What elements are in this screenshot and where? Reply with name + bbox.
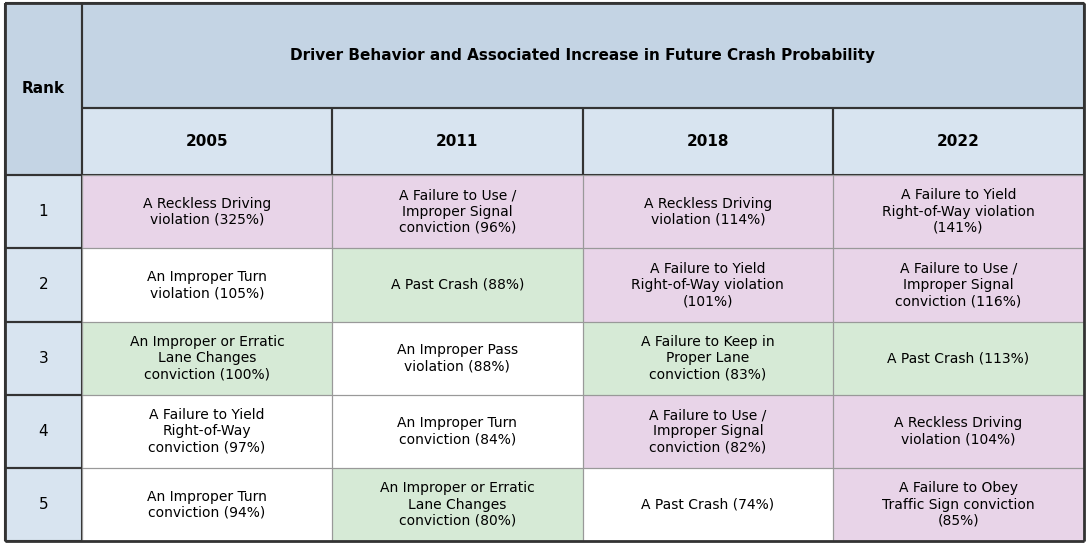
Bar: [583, 248, 833, 322]
Text: A Reckless Driving
violation (325%): A Reckless Driving violation (325%): [143, 196, 271, 227]
Bar: [583, 108, 833, 175]
Text: A Failure to Use /
Improper Signal
conviction (96%): A Failure to Use / Improper Signal convi…: [399, 188, 516, 235]
Bar: [82, 322, 332, 395]
Text: 2018: 2018: [686, 134, 730, 149]
Text: A Reckless Driving
violation (104%): A Reckless Driving violation (104%): [894, 416, 1023, 447]
Bar: [5, 3, 82, 175]
Text: A Past Crash (113%): A Past Crash (113%): [888, 351, 1029, 365]
Text: A Failure to Use /
Improper Signal
conviction (116%): A Failure to Use / Improper Signal convi…: [895, 262, 1021, 308]
Bar: [833, 108, 1084, 175]
Text: An Improper Turn
violation (105%): An Improper Turn violation (105%): [147, 270, 267, 300]
Bar: [82, 3, 1084, 108]
Bar: [833, 468, 1084, 541]
Bar: [82, 395, 332, 468]
Bar: [332, 468, 583, 541]
Text: A Failure to Yield
Right-of-Way violation
(101%): A Failure to Yield Right-of-Way violatio…: [632, 262, 784, 308]
Bar: [583, 175, 833, 248]
Bar: [5, 248, 82, 322]
Text: A Past Crash (74%): A Past Crash (74%): [641, 498, 774, 512]
Text: A Past Crash (88%): A Past Crash (88%): [391, 278, 524, 292]
Bar: [82, 175, 332, 248]
Text: An Improper Pass
violation (88%): An Improper Pass violation (88%): [396, 343, 518, 373]
Text: An Improper Turn
conviction (84%): An Improper Turn conviction (84%): [397, 416, 517, 447]
Bar: [332, 175, 583, 248]
Text: A Failure to Yield
Right-of-Way
conviction (97%): A Failure to Yield Right-of-Way convicti…: [148, 408, 266, 455]
Text: 5: 5: [39, 497, 48, 512]
Text: A Failure to Yield
Right-of-Way violation
(141%): A Failure to Yield Right-of-Way violatio…: [882, 188, 1035, 235]
Text: A Failure to Keep in
Proper Lane
conviction (83%): A Failure to Keep in Proper Lane convict…: [641, 335, 774, 381]
Bar: [82, 468, 332, 541]
Bar: [833, 395, 1084, 468]
Text: A Failure to Obey
Traffic Sign conviction
(85%): A Failure to Obey Traffic Sign convictio…: [882, 481, 1035, 528]
Bar: [5, 175, 82, 248]
Bar: [833, 175, 1084, 248]
Text: An Improper or Erratic
Lane Changes
conviction (80%): An Improper or Erratic Lane Changes conv…: [380, 481, 535, 528]
Bar: [332, 248, 583, 322]
Text: 1: 1: [39, 204, 48, 219]
Bar: [833, 248, 1084, 322]
Bar: [583, 468, 833, 541]
Bar: [833, 322, 1084, 395]
Text: 2005: 2005: [185, 134, 229, 149]
Bar: [332, 108, 583, 175]
Bar: [332, 322, 583, 395]
Bar: [583, 322, 833, 395]
Bar: [82, 108, 332, 175]
Text: Rank: Rank: [22, 82, 65, 96]
Text: 3: 3: [39, 351, 48, 366]
Text: An Improper or Erratic
Lane Changes
conviction (100%): An Improper or Erratic Lane Changes conv…: [130, 335, 284, 381]
Text: Driver Behavior and Associated Increase in Future Crash Probability: Driver Behavior and Associated Increase …: [290, 48, 876, 63]
Text: A Reckless Driving
violation (114%): A Reckless Driving violation (114%): [644, 196, 772, 227]
Text: A Failure to Use /
Improper Signal
conviction (82%): A Failure to Use / Improper Signal convi…: [649, 408, 767, 455]
Bar: [332, 395, 583, 468]
Text: 2022: 2022: [937, 134, 980, 149]
Text: 2: 2: [39, 277, 48, 293]
Bar: [5, 322, 82, 395]
Bar: [5, 468, 82, 541]
Text: 4: 4: [39, 424, 48, 439]
Bar: [5, 395, 82, 468]
Text: An Improper Turn
conviction (94%): An Improper Turn conviction (94%): [147, 490, 267, 520]
Bar: [82, 248, 332, 322]
Bar: [583, 395, 833, 468]
Text: 2011: 2011: [437, 134, 478, 149]
